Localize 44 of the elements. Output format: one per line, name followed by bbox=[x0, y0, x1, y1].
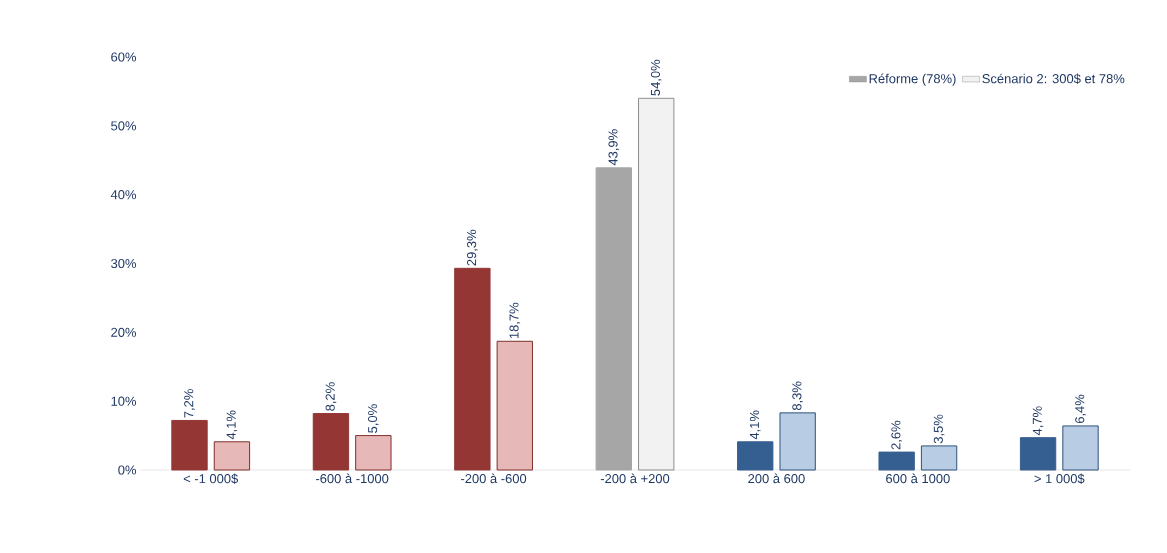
legend-label: Réforme (78%) bbox=[869, 73, 956, 86]
y-tick-label: 0% bbox=[118, 465, 137, 475]
bar bbox=[213, 441, 251, 471]
bar bbox=[454, 267, 491, 471]
legend-label: Scénario 2: 300$ et 78% bbox=[982, 73, 1125, 85]
data-label: 7,2% bbox=[184, 389, 195, 418]
x-tick-label: -200 à +200 bbox=[600, 473, 670, 484]
bar bbox=[496, 340, 533, 471]
bar bbox=[595, 167, 632, 471]
bar bbox=[1019, 437, 1057, 471]
x-tick-label: -600 à -1000 bbox=[316, 473, 389, 484]
y-tick-label: 30% bbox=[111, 258, 137, 269]
data-label: 8,3% bbox=[792, 381, 803, 411]
bar bbox=[779, 412, 816, 471]
data-label: 4,7% bbox=[1032, 406, 1044, 436]
bar bbox=[638, 97, 675, 471]
x-tick-label: < -1 000$ bbox=[183, 473, 239, 484]
y-tick-label: 10% bbox=[111, 396, 137, 406]
x-tick-label: -200 à -600 bbox=[461, 473, 527, 484]
bar bbox=[1062, 425, 1099, 471]
data-label: 3,5% bbox=[933, 414, 945, 444]
bar bbox=[355, 435, 392, 471]
y-tick-label: 40% bbox=[110, 190, 137, 200]
y-tick-label: 20% bbox=[111, 327, 137, 337]
data-label: 6,4% bbox=[1075, 394, 1086, 424]
bar bbox=[171, 419, 208, 471]
data-label: 54,0% bbox=[650, 59, 662, 96]
bar bbox=[737, 441, 774, 471]
y-tick-label: 50% bbox=[111, 121, 137, 131]
data-label: 43,9% bbox=[608, 129, 620, 166]
data-label: 8,2% bbox=[325, 382, 337, 411]
data-label: 29,3% bbox=[467, 229, 478, 266]
data-label: 18,7% bbox=[509, 302, 521, 339]
data-label: 4,1% bbox=[226, 410, 238, 440]
x-tick-label: 200 à 600 bbox=[748, 473, 805, 484]
data-label: 2,6% bbox=[891, 420, 902, 450]
x-tick-label: > 1 000$ bbox=[1034, 473, 1085, 484]
data-label: 4,1% bbox=[749, 410, 761, 440]
x-tick-label: 600 à 1000 bbox=[886, 473, 950, 484]
y-tick-label: 60% bbox=[111, 52, 137, 62]
bar bbox=[878, 451, 915, 471]
bar bbox=[920, 445, 958, 471]
data-label: 5,0% bbox=[368, 404, 379, 433]
bar bbox=[312, 413, 350, 471]
